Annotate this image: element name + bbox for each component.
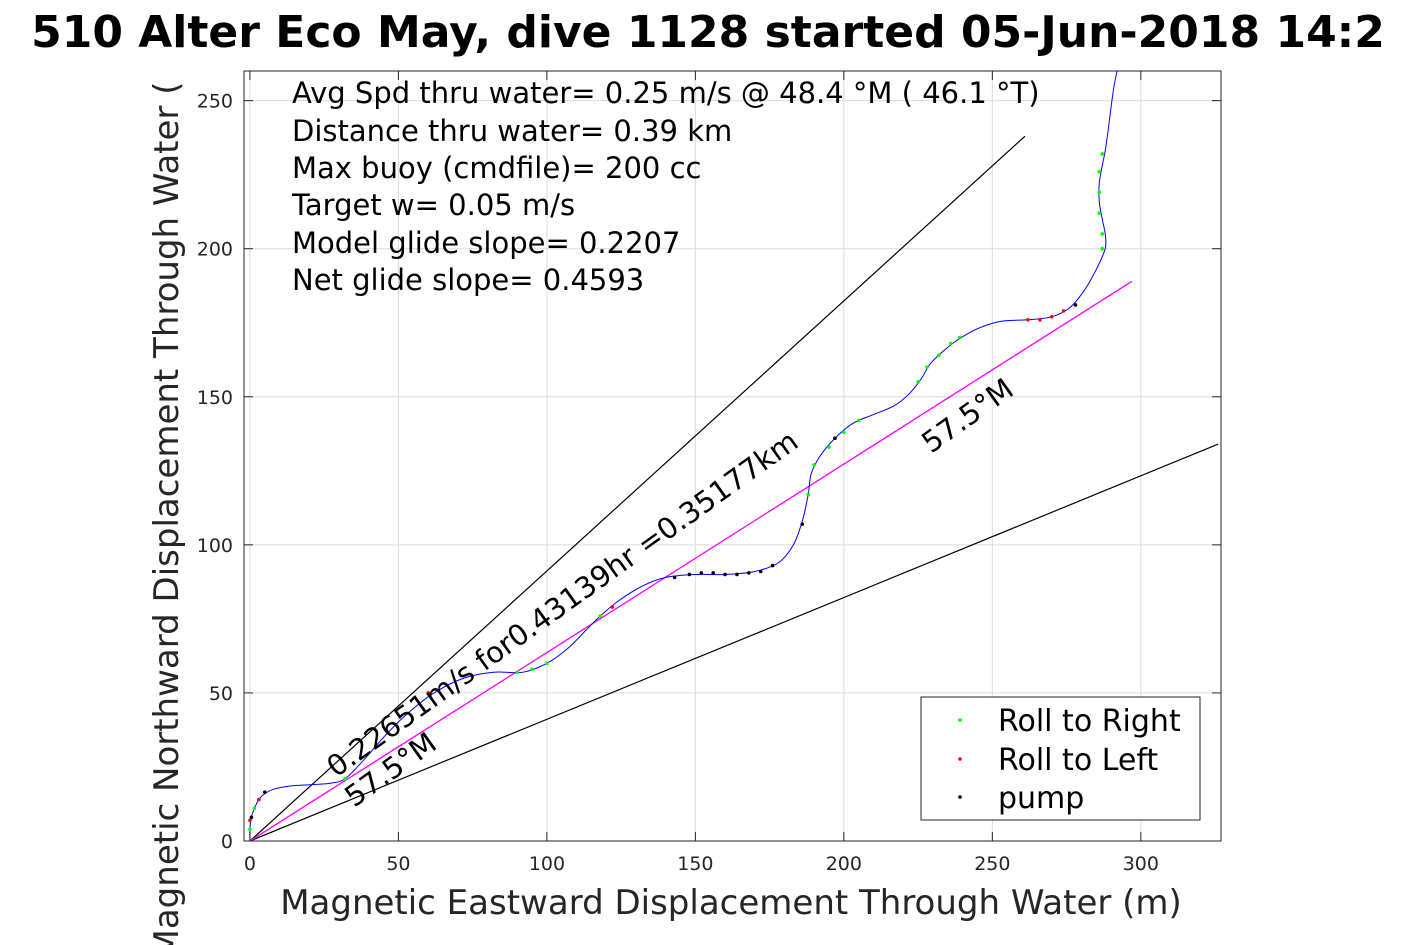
x-tick-label: 200 xyxy=(826,853,862,875)
legend-box xyxy=(920,696,1201,821)
marker-pump xyxy=(249,815,254,820)
marker-roll-right xyxy=(812,463,816,467)
marker-roll-left xyxy=(257,797,261,802)
marker-roll-right xyxy=(515,670,520,674)
marker-roll-right xyxy=(530,667,534,672)
marker-pump xyxy=(800,522,805,526)
marker-roll-right xyxy=(842,430,846,435)
marker-roll-right xyxy=(1100,152,1105,156)
marker-pump xyxy=(262,790,267,794)
x-tick-labels: 0 50 100 150 200 250 300 xyxy=(244,853,1159,875)
info-net-glide-slope: Net glide slope= 0.4593 xyxy=(292,263,644,297)
net-displacement-line xyxy=(249,280,1133,842)
marker-roll-right xyxy=(948,341,953,346)
marker-roll-right xyxy=(916,380,920,384)
marker-roll-left xyxy=(1061,309,1066,313)
net-line xyxy=(249,280,1133,842)
legend-label-roll-right: Roll to Right xyxy=(998,704,1181,739)
y-tick-label: 150 xyxy=(197,387,233,409)
y-axis-label: Magnetic Northward Displacement Through … xyxy=(147,82,187,945)
marker-pump xyxy=(723,572,727,577)
marker-roll-right xyxy=(1100,246,1105,251)
marker-pump xyxy=(758,569,763,574)
y-tick-label: 200 xyxy=(197,239,233,261)
x-tick-label: 250 xyxy=(974,853,1010,875)
info-text-block: Avg Spd thru water= 0.25 m/s @ 48.4 °M (… xyxy=(291,76,1040,297)
marker-roll-right xyxy=(856,418,861,423)
info-avg-speed: Avg Spd thru water= 0.25 m/s @ 48.4 °M (… xyxy=(292,76,1040,110)
marker-pump xyxy=(747,571,751,575)
marker-pump xyxy=(687,572,692,577)
marker-roll-right xyxy=(1097,190,1102,195)
dive-markers xyxy=(248,152,1105,831)
marker-roll-right xyxy=(545,661,549,666)
info-max-buoy: Max buoy (cmdfile)= 200 cc xyxy=(292,151,701,185)
marker-roll-right xyxy=(925,365,929,369)
marker-pump xyxy=(699,571,704,575)
envelope-upper-line xyxy=(249,135,1026,842)
marker-pump xyxy=(735,572,739,577)
marker-roll-right xyxy=(248,827,252,831)
legend: Roll to Right Roll to Left pump xyxy=(920,696,1201,821)
plot-frame xyxy=(243,70,1222,842)
x-tick-label: 150 xyxy=(677,853,713,875)
marker-roll-right xyxy=(598,614,603,618)
marker-roll-left xyxy=(248,818,252,823)
marker-roll-right xyxy=(937,353,941,358)
marker-roll-right xyxy=(827,445,831,449)
marker-roll-right xyxy=(1100,232,1105,236)
x-tick-label: 50 xyxy=(386,853,410,875)
x-tick-label: 300 xyxy=(1123,853,1159,875)
info-model-glide-slope: Model glide slope= 0.2207 xyxy=(292,226,680,260)
info-target-w: Target w= 0.05 m/s xyxy=(291,188,575,222)
x-axis-label: Magnetic Eastward Displacement Through W… xyxy=(280,883,1182,923)
marker-roll-right xyxy=(1097,169,1102,174)
marker-roll-right xyxy=(252,806,257,811)
marker-roll-right xyxy=(1097,211,1102,215)
axis-ticks xyxy=(244,71,1221,842)
marker-roll-left xyxy=(1026,317,1030,322)
glide-envelope-lines xyxy=(249,135,1219,842)
legend-swatch-pump xyxy=(958,795,962,799)
y-tick-label: 100 xyxy=(197,535,233,557)
legend-swatch-roll-right xyxy=(958,718,962,722)
legend-label-pump: pump xyxy=(998,781,1084,816)
marker-roll-left xyxy=(1038,317,1042,322)
y-tick-label: 250 xyxy=(197,91,233,113)
y-tick-label: 0 xyxy=(221,831,233,853)
marker-roll-right xyxy=(957,335,962,340)
envelope-lower-line xyxy=(249,443,1219,842)
marker-pump xyxy=(672,575,677,580)
legend-swatch-roll-left xyxy=(958,757,962,761)
x-tick-label: 100 xyxy=(529,853,565,875)
marker-pump xyxy=(770,563,775,568)
marker-roll-left xyxy=(610,605,615,609)
chart-title: 510 Alter Eco May, dive 1128 started 05-… xyxy=(31,7,1385,58)
marker-roll-left xyxy=(1049,315,1054,319)
marker-roll-left xyxy=(426,691,430,695)
info-distance: Distance thru water= 0.39 km xyxy=(292,114,732,148)
marker-pump xyxy=(1073,303,1078,307)
x-tick-label: 0 xyxy=(244,853,256,875)
marker-pump xyxy=(711,571,715,575)
y-tick-label: 50 xyxy=(209,683,233,705)
y-tick-labels: 0 50 100 150 200 250 xyxy=(197,91,233,853)
legend-label-roll-left: Roll to Left xyxy=(998,743,1158,778)
marker-roll-right xyxy=(806,492,811,497)
marker-pump xyxy=(833,436,837,441)
marker-roll-right xyxy=(343,777,347,781)
